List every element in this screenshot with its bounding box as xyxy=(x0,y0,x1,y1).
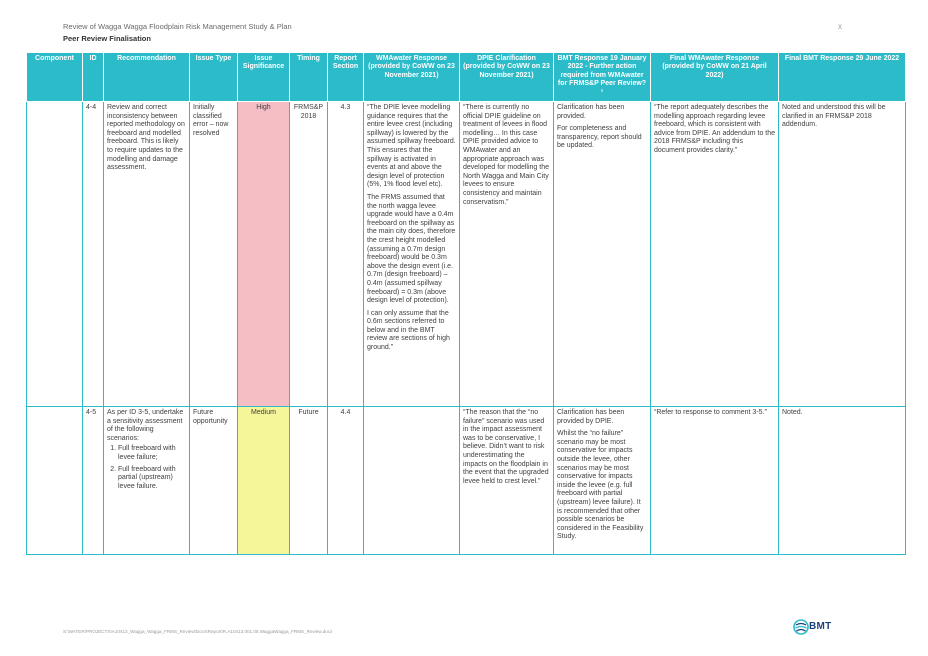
paragraph: “Refer to response to comment 3-5.” xyxy=(654,409,767,417)
paragraph: Noted. xyxy=(782,409,803,417)
cell-recommendation: Review and correct inconsistency between… xyxy=(103,101,190,408)
globe-icon xyxy=(793,619,809,635)
paragraph: Clarification has been provided. xyxy=(557,104,625,120)
cell-significance-medium: Medium xyxy=(237,406,290,556)
section-title: Peer Review Finalisation xyxy=(63,34,151,43)
col-recommendation: Recommendation xyxy=(103,51,190,103)
col-id: ID xyxy=(82,51,104,103)
cell-final-bmt-response: Noted and understood this will be clarif… xyxy=(778,101,906,408)
cell-component xyxy=(26,406,83,556)
col-timing: Timing xyxy=(289,51,328,103)
col-bmt-response: BMT Response 19 January 2022 - Further a… xyxy=(553,51,651,103)
cell-bmt-response: Clarification has been provided. For com… xyxy=(553,101,651,408)
col-issue-significance: Issue Significance xyxy=(237,51,290,103)
cell-id: 4-5 xyxy=(82,406,104,556)
cell-report-section: 4.4 xyxy=(327,406,364,556)
cell-final-bmt-response: Noted. xyxy=(778,406,906,556)
cell-issue-type: Future opportunity xyxy=(189,406,238,556)
col-dpie-clarification: DPIE Clarification (provided by CoWW on … xyxy=(459,51,554,103)
recommendation-intro: As per ID 3-5, undertake a sensitivity a… xyxy=(107,409,184,442)
col-wmawater-response: WMAwater Response (provided by CoWW on 2… xyxy=(363,51,460,103)
cell-dpie-clarification: “There is currently no official DPIE gui… xyxy=(459,101,554,408)
cell-id: 4-4 xyxy=(82,101,104,408)
paragraph: Clarification has been provided by DPIE. xyxy=(557,409,625,425)
cell-significance-high: High xyxy=(237,101,290,408)
cell-bmt-response: Clarification has been provided by DPIE.… xyxy=(553,406,651,556)
document-title: Review of Wagga Wagga Floodplain Risk Ma… xyxy=(63,22,292,31)
paragraph: I can only assume that the 0.6m sections… xyxy=(367,309,450,352)
paragraph: Noted and understood this will be clarif… xyxy=(782,104,886,129)
cell-recommendation: As per ID 3-5, undertake a sensitivity a… xyxy=(103,406,190,556)
scenario-list: Full freeboard with levee failure; Full … xyxy=(107,445,186,491)
col-report-section: Report Section xyxy=(327,51,364,103)
col-component: Component xyxy=(26,51,83,103)
cell-final-wmawater-response: “The report adequately describes the mod… xyxy=(650,101,779,408)
cell-component xyxy=(26,101,83,408)
paragraph: “The reason that the “no failure” scenar… xyxy=(463,409,549,485)
col-final-wmawater-response: Final WMAwater Response (provided by CoW… xyxy=(650,51,779,103)
bmt-logo: BMT xyxy=(793,616,841,638)
col-issue-type: Issue Type xyxy=(189,51,238,103)
cell-wmawater-response: “The DPIE levee modelling guidance requi… xyxy=(363,101,460,408)
table-row: 4-5 As per ID 3-5, undertake a sensitivi… xyxy=(26,406,906,556)
cell-timing: Future xyxy=(289,406,328,556)
paragraph: Whilst the “no failure” scenario may be … xyxy=(557,430,644,541)
cell-report-section: 4.3 xyxy=(327,101,364,408)
list-item: Full freeboard with levee failure; xyxy=(118,445,186,462)
paragraph: The FRMS assumed that the north wagga le… xyxy=(367,193,456,305)
paragraph: “The DPIE levee modelling guidance requi… xyxy=(367,104,456,189)
cell-wmawater-response xyxy=(363,406,460,556)
col-final-bmt-response: Final BMT Response 29 June 2022 xyxy=(778,51,906,103)
cell-timing: FRMS&P 2018 xyxy=(289,101,328,408)
paragraph: “The report adequately describes the mod… xyxy=(654,104,776,154)
paragraph: For completeness and transparency, repor… xyxy=(557,125,642,150)
close-icon[interactable]: x xyxy=(838,22,842,31)
list-item: Full freeboard with partial (upstream) l… xyxy=(118,466,186,492)
table-header-row: Component ID Recommendation Issue Type I… xyxy=(26,51,906,103)
cell-final-wmawater-response: “Refer to response to comment 3-5.” xyxy=(650,406,779,556)
paragraph: “There is currently no official DPIE gui… xyxy=(463,104,550,206)
logo-text: BMT xyxy=(809,621,832,632)
table-row: 4-4 Review and correct inconsistency bet… xyxy=(26,101,906,408)
peer-review-table: Component ID Recommendation Issue Type I… xyxy=(26,51,906,556)
cell-issue-type: Initially classified error – now resolve… xyxy=(189,101,238,408)
cell-dpie-clarification: “The reason that the “no failure” scenar… xyxy=(459,406,554,556)
file-path: S:\WATER\PROJECTS\A10413_Wagga_Wagga_FRM… xyxy=(63,629,333,634)
